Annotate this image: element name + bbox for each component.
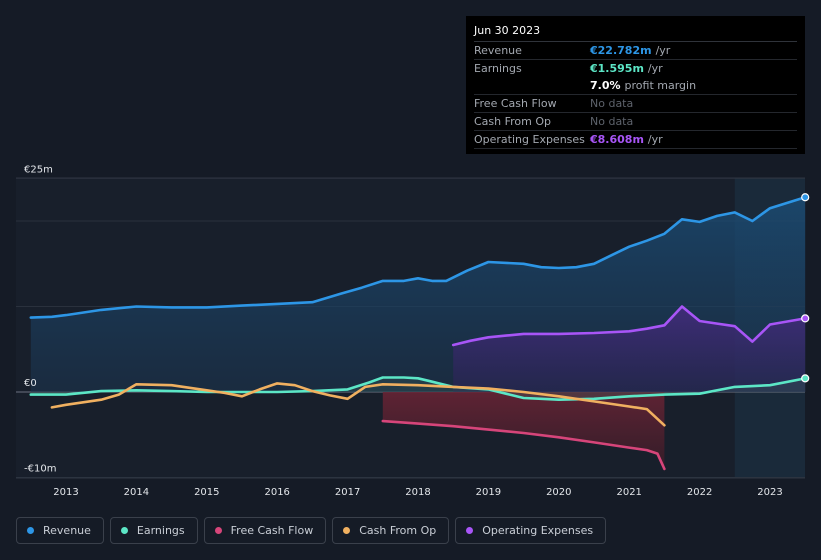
tooltip-row-earnings: Earnings €1.595m /yr	[474, 60, 797, 77]
legend-dot-free-cash-flow	[214, 527, 222, 534]
x-tick-label: 2023	[757, 487, 782, 498]
tooltip-margin-spacer	[474, 77, 590, 94]
tooltip-earnings-value: €1.595m	[590, 62, 644, 75]
legend-item-revenue[interactable]: Revenue	[16, 517, 104, 544]
x-tick-label: 2017	[335, 487, 360, 498]
tooltip-opex-suffix: /yr	[647, 133, 663, 146]
tooltip-revenue-label: Revenue	[474, 44, 522, 57]
chart-legend: Revenue Earnings Free Cash Flow Cash Fro…	[16, 517, 607, 546]
tooltip-date: Jun 30 2023	[474, 23, 797, 42]
tooltip-row-fcf: Free Cash Flow No data	[474, 95, 797, 113]
x-tick-label: 2015	[194, 487, 219, 498]
x-tick-label: 2019	[476, 487, 501, 498]
legend-dot-operating-expenses	[466, 527, 474, 534]
tooltip-revenue-value: €22.782m	[590, 44, 652, 57]
earnings-area	[30, 377, 806, 400]
y-tick-label: €25m	[24, 164, 53, 175]
legend-item-free-cash-flow[interactable]: Free Cash Flow	[203, 517, 327, 544]
legend-item-operating-expenses[interactable]: Operating Expenses	[455, 517, 607, 544]
opex-area	[453, 306, 806, 392]
free-cash-flow-line	[381, 419, 666, 471]
x-tick-label: 2014	[124, 487, 149, 498]
cash-from-op-line	[50, 382, 666, 427]
tooltip-cfo-value: No data	[590, 115, 634, 128]
tooltip-fcf-value: No data	[590, 97, 634, 110]
x-tick-label: 2021	[616, 487, 641, 498]
tooltip-opex-value: €8.608m	[590, 133, 644, 146]
tooltip-earnings-label: Earnings	[474, 62, 522, 75]
tooltip-fcf-label: Free Cash Flow	[474, 97, 557, 110]
legend-label-revenue: Revenue	[43, 524, 91, 537]
tooltip-margin-text: profit margin	[624, 79, 697, 92]
tooltip-panel: Jun 30 2023 Revenue €22.782m /yr Earning…	[466, 16, 805, 154]
legend-label-operating-expenses: Operating Expenses	[482, 524, 594, 537]
operating-expenses-line	[451, 305, 807, 347]
tooltip-earnings-suffix: /yr	[647, 62, 663, 75]
chart-svg: €25m €0 -€10m 2013 2014 2015 2016 2017 2018 2019 2…	[16, 164, 810, 498]
operating-expenses-end-marker	[801, 314, 810, 323]
tooltip-opex-label: Operating Expenses	[474, 133, 585, 146]
legend-item-earnings[interactable]: Earnings	[109, 517, 198, 544]
y-tick-label: €0	[24, 378, 37, 389]
legend-dot-revenue	[27, 527, 34, 534]
fcf-area	[382, 392, 665, 469]
revenue-end-marker	[801, 193, 810, 202]
legend-item-cash-from-op[interactable]: Cash From Op	[332, 517, 450, 544]
x-tick-label: 2018	[405, 487, 430, 498]
legend-dot-cash-from-op	[343, 527, 351, 534]
revenue-line	[29, 195, 807, 319]
y-tick-label: -€10m	[24, 464, 56, 475]
tooltip-revenue-suffix: /yr	[655, 44, 671, 57]
legend-label-cash-from-op: Cash From Op	[359, 524, 437, 537]
tooltip-cfo-label: Cash From Op	[474, 115, 552, 128]
x-tick-label: 2022	[687, 487, 712, 498]
x-tick-label: 2013	[53, 487, 78, 498]
tooltip-row-opex: Operating Expenses €8.608m /yr	[474, 131, 797, 149]
tooltip-row-cfo: Cash From Op No data	[474, 113, 797, 131]
earnings-end-marker	[801, 374, 810, 383]
tooltip-row-revenue: Revenue €22.782m /yr	[474, 42, 797, 60]
legend-dot-earnings	[120, 527, 128, 534]
earnings-line	[29, 376, 807, 401]
tooltip-row-margin: 7.0% profit margin	[474, 77, 797, 95]
legend-label-free-cash-flow: Free Cash Flow	[230, 524, 314, 537]
tooltip-margin-value: 7.0%	[590, 79, 621, 92]
x-tick-label: 2016	[264, 487, 289, 498]
x-tick-label: 2020	[546, 487, 571, 498]
legend-label-earnings: Earnings	[136, 524, 185, 537]
